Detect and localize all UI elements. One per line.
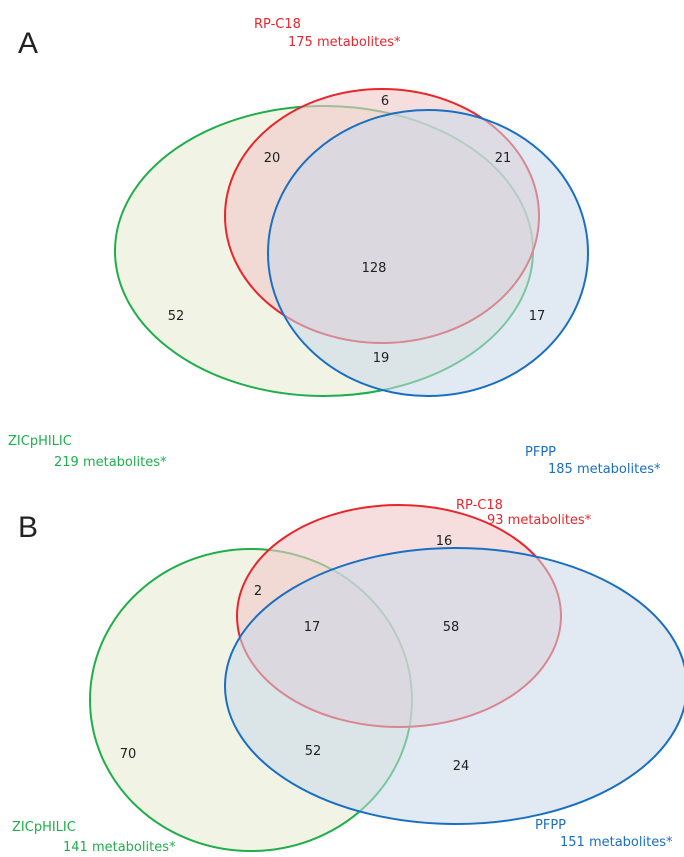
panel-a-pfpp-circle: [267, 109, 589, 397]
panel-b-region-zic-only: 70: [120, 747, 137, 762]
panel-b-pfpp-name: PFPP: [535, 818, 566, 833]
panel-a-region-rp-zic: 20: [264, 151, 281, 166]
panel-a-region-pfpp-only: 17: [529, 309, 546, 324]
panel-b-zicphilic-count: 141 metabolites*: [63, 840, 176, 855]
panel-b-region-pfpp-only: 24: [453, 759, 470, 774]
panel-a-rpc18-count: 175 metabolites*: [288, 35, 401, 50]
panel-a: A RP-C18 175 metabolites* ZICpHILIC 219 …: [8, 17, 661, 477]
panel-b-region-rp-zic: 2: [254, 584, 262, 599]
panel-a-letter: A: [18, 27, 38, 60]
panel-a-region-rp-only: 6: [381, 94, 389, 109]
panel-b-letter: B: [18, 511, 38, 544]
panel-a-pfpp-count: 185 metabolites*: [548, 462, 661, 477]
panel-a-region-all-three: 128: [362, 261, 387, 276]
panel-a-zicphilic-count: 219 metabolites*: [54, 455, 167, 470]
panel-a-zicphilic-name: ZICpHILIC: [8, 434, 72, 449]
panel-a-rpc18-name: RP-C18: [254, 17, 301, 32]
panel-a-region-zic-pfpp: 19: [373, 351, 390, 366]
panel-a-pfpp-name: PFPP: [525, 445, 556, 460]
panel-b: B RP-C18 93 metabolites* ZICpHILIC 141 m…: [12, 498, 684, 855]
panel-a-region-zic-only: 52: [168, 309, 185, 324]
panel-b-pfpp-circle: [224, 547, 684, 825]
panel-b-region-all-three: 17: [304, 620, 321, 635]
panel-a-region-rp-pfpp: 21: [495, 151, 512, 166]
panel-b-pfpp-count: 151 metabolites*: [560, 835, 673, 850]
panel-b-region-rp-pfpp: 58: [443, 620, 460, 635]
panel-b-region-rp-only: 16: [436, 534, 453, 549]
panel-b-zicphilic-name: ZICpHILIC: [12, 820, 76, 835]
panel-b-region-zic-pfpp: 52: [305, 744, 322, 759]
panel-b-rpc18-count: 93 metabolites*: [487, 513, 592, 528]
panel-b-rpc18-name: RP-C18: [456, 498, 503, 513]
